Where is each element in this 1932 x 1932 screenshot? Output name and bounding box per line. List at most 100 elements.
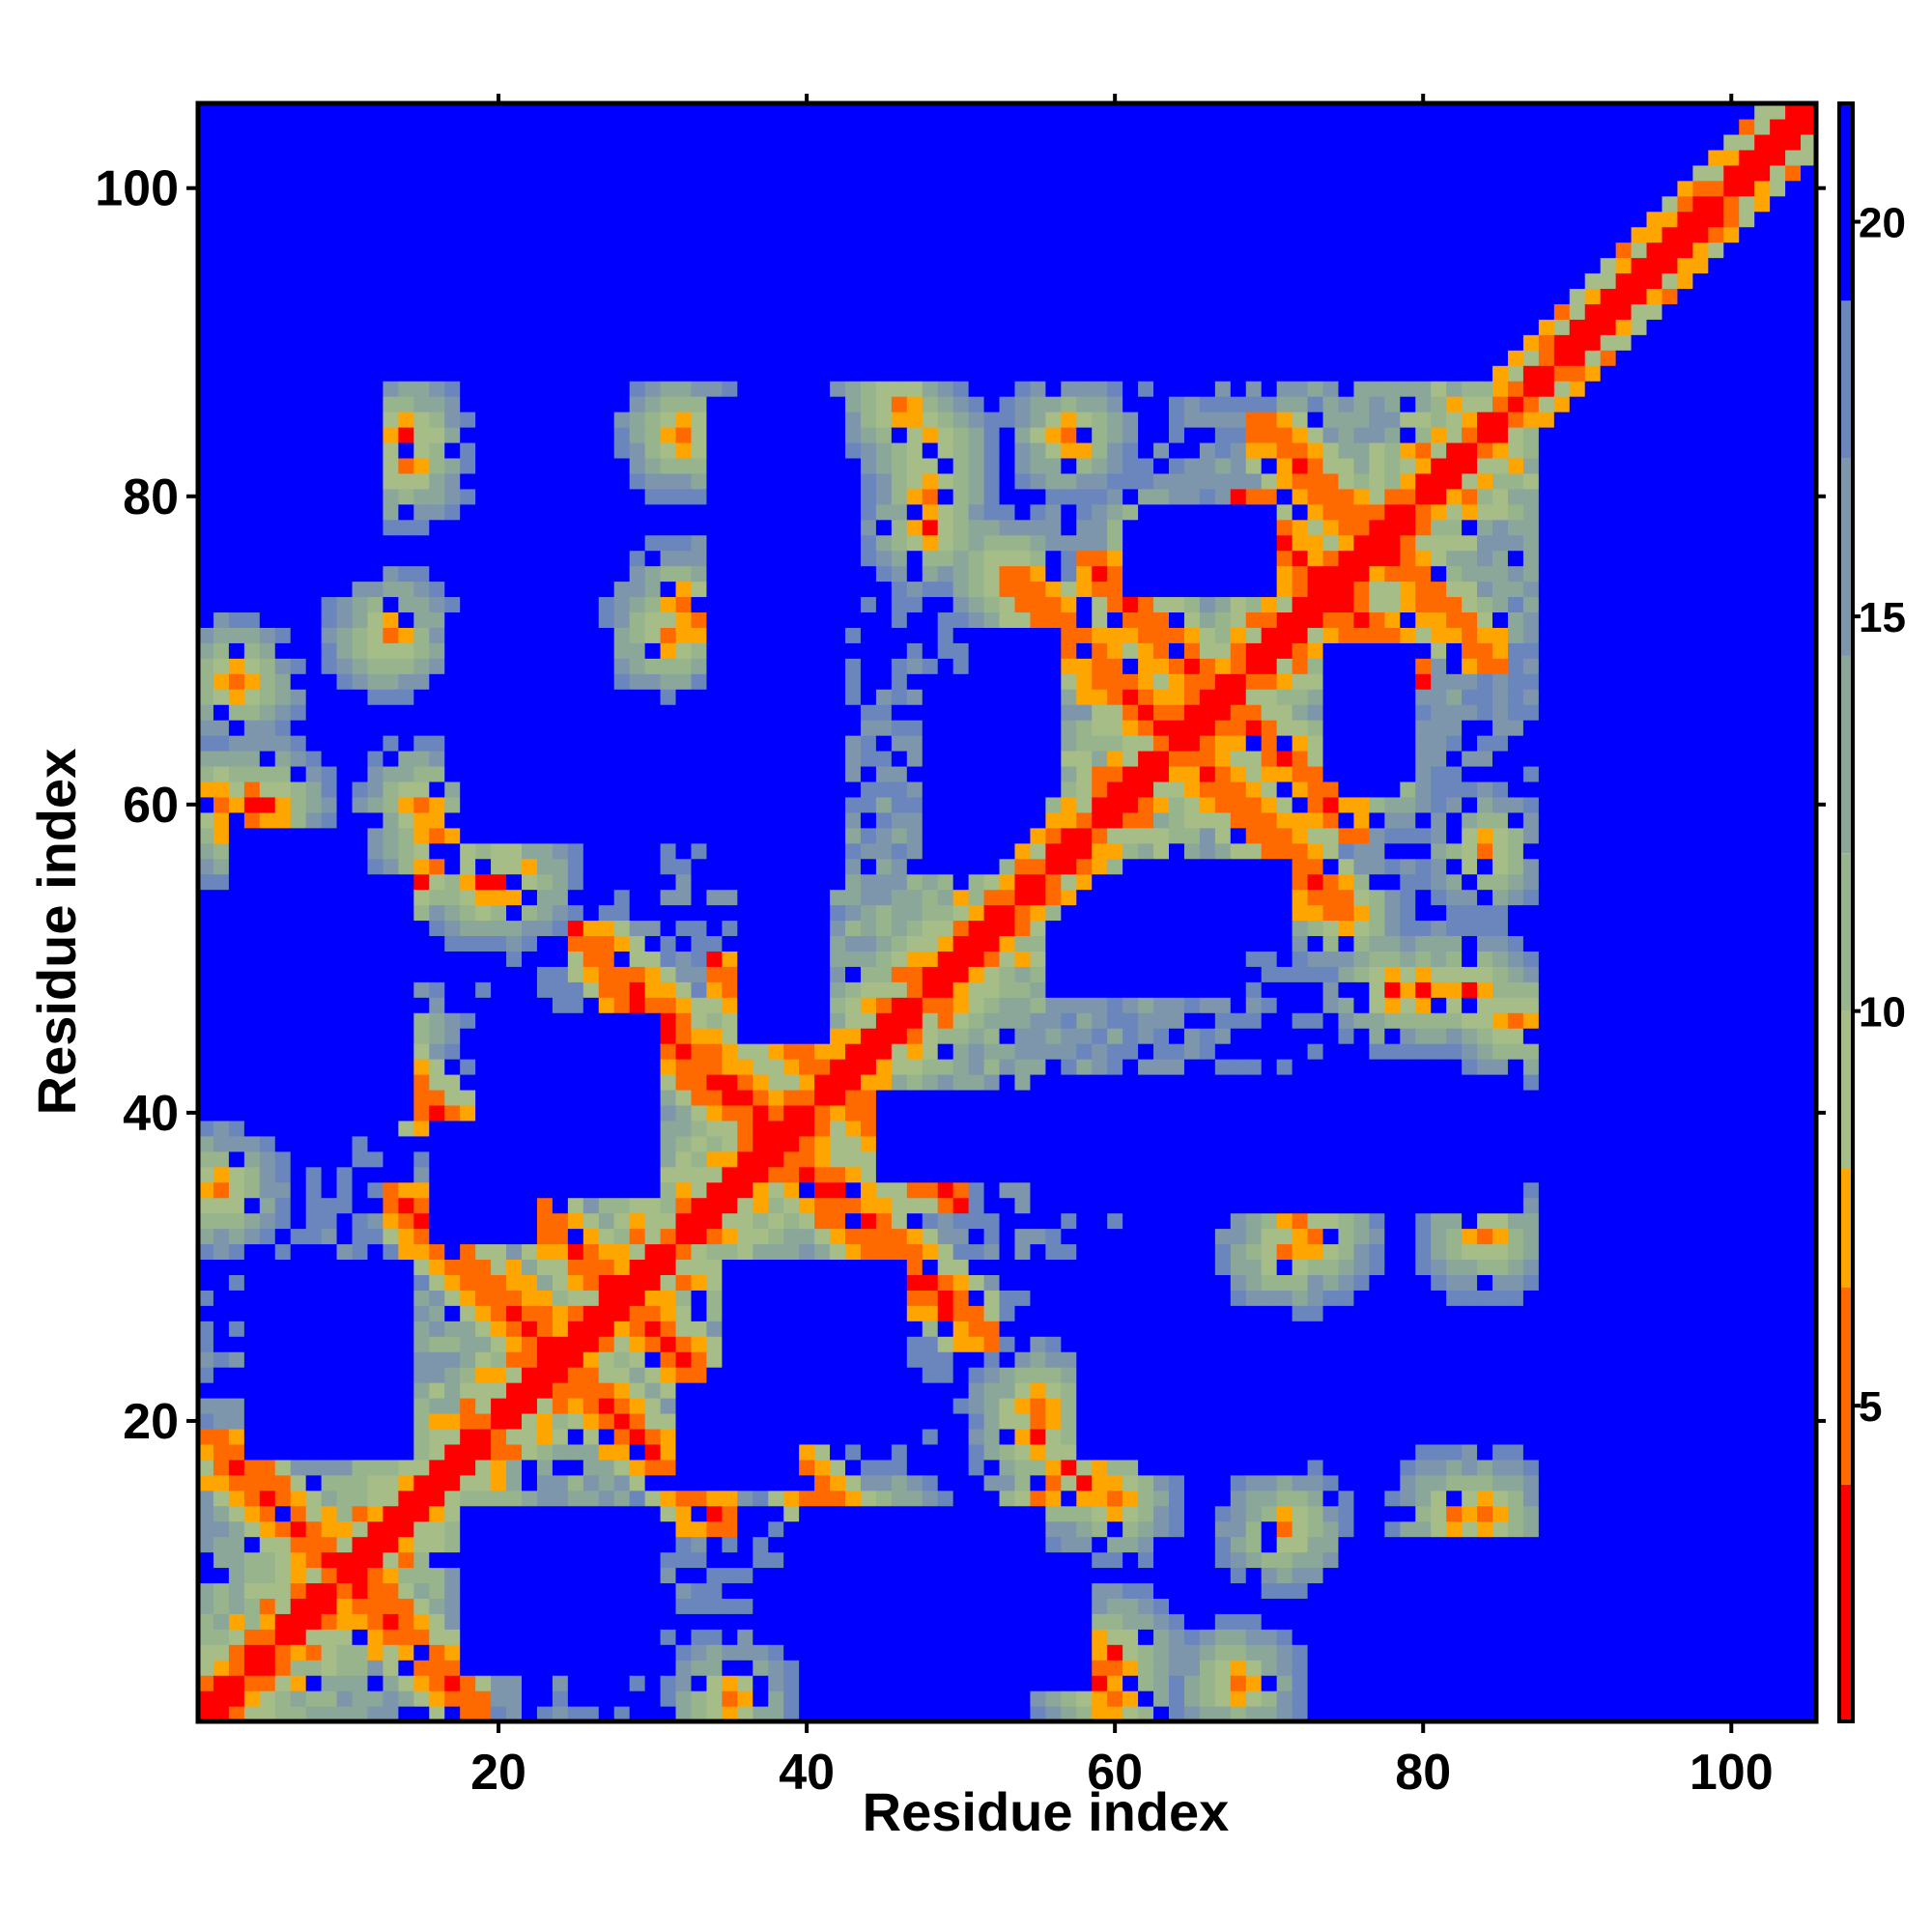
heatmap-cell xyxy=(906,1459,923,1476)
heatmap-cell xyxy=(475,751,492,767)
heatmap-cell xyxy=(783,1551,800,1569)
heatmap-cell xyxy=(290,796,307,813)
heatmap-cell xyxy=(274,1028,292,1044)
heatmap-cell xyxy=(753,1505,769,1522)
heatmap-cell xyxy=(768,1336,784,1352)
heatmap-cell xyxy=(598,904,615,922)
heatmap-cell xyxy=(198,180,214,197)
heatmap-cell xyxy=(582,1367,600,1383)
heatmap-cell xyxy=(737,472,753,490)
heatmap-cell xyxy=(444,1520,461,1538)
heatmap-cell xyxy=(290,997,307,1013)
heatmap-cell xyxy=(336,427,354,443)
heatmap-cell xyxy=(522,1181,538,1199)
heatmap-cell xyxy=(675,811,693,829)
heatmap-cell xyxy=(321,1598,338,1614)
heatmap-cell xyxy=(799,796,815,813)
heatmap-cell xyxy=(321,1290,338,1306)
heatmap-cell xyxy=(644,334,662,351)
heatmap-cell xyxy=(737,904,753,922)
heatmap-cell xyxy=(783,1321,800,1337)
heatmap-cell xyxy=(491,1012,507,1029)
heatmap-cell xyxy=(429,472,445,490)
heatmap-cell xyxy=(860,1351,877,1368)
heatmap-cell xyxy=(706,1059,723,1075)
heatmap-cell xyxy=(305,889,323,906)
heatmap-cell xyxy=(814,1104,831,1122)
heatmap-cell xyxy=(198,1197,214,1214)
heatmap-cell xyxy=(305,272,323,290)
heatmap-cell xyxy=(567,720,584,736)
heatmap-cell xyxy=(860,164,877,182)
heatmap-cell xyxy=(444,658,461,674)
heatmap-cell xyxy=(198,581,214,598)
heatmap-cell xyxy=(460,1197,476,1214)
heatmap-cell xyxy=(753,226,769,243)
heatmap-cell xyxy=(274,1120,292,1137)
heatmap-cell xyxy=(830,1012,846,1029)
heatmap-cell xyxy=(336,1305,354,1321)
heatmap-cell xyxy=(228,1474,245,1492)
heatmap-cell xyxy=(753,1074,769,1091)
heatmap-cell xyxy=(305,550,323,567)
heatmap-cell xyxy=(922,1274,939,1291)
heatmap-cell xyxy=(567,735,584,752)
heatmap-cell xyxy=(522,242,538,259)
heatmap-cell xyxy=(352,272,369,290)
heatmap-cell xyxy=(830,103,846,120)
heatmap-cell xyxy=(753,1166,769,1183)
heatmap-cell xyxy=(429,164,445,182)
heatmap-cell xyxy=(629,720,646,736)
heatmap-cell xyxy=(922,966,939,982)
heatmap-cell xyxy=(429,1459,445,1476)
heatmap-cell xyxy=(675,1197,693,1214)
heatmap-cell xyxy=(259,611,276,628)
heatmap-cell xyxy=(737,1490,753,1507)
heatmap-cell xyxy=(259,1351,276,1368)
heatmap-cell xyxy=(906,103,923,120)
heatmap-cell xyxy=(413,427,430,443)
heatmap-cell xyxy=(860,565,877,582)
heatmap-cell xyxy=(383,1012,399,1029)
heatmap-cell xyxy=(814,226,831,243)
heatmap-cell xyxy=(582,1706,600,1722)
heatmap-cell xyxy=(644,1505,662,1522)
heatmap-cell xyxy=(475,981,492,998)
heatmap-cell xyxy=(737,1536,753,1553)
heatmap-cell xyxy=(613,1582,631,1599)
heatmap-cell xyxy=(522,1197,538,1214)
heatmap-cell xyxy=(768,966,784,982)
heatmap-cell xyxy=(814,103,831,120)
heatmap-cell xyxy=(598,1089,615,1106)
heatmap-cell xyxy=(444,611,461,628)
heatmap-cell xyxy=(429,1043,445,1060)
heatmap-cell xyxy=(198,1351,214,1368)
heatmap-cell xyxy=(398,1089,414,1106)
heatmap-cell xyxy=(845,381,862,397)
heatmap-cell xyxy=(274,858,292,875)
heatmap-cell xyxy=(675,673,693,690)
heatmap-cell xyxy=(475,951,492,967)
heatmap-cell xyxy=(582,1351,600,1368)
heatmap-cell xyxy=(491,858,507,875)
heatmap-cell xyxy=(336,1598,354,1614)
heatmap-cell xyxy=(290,1197,307,1214)
heatmap-cell xyxy=(491,1398,507,1414)
heatmap-cell xyxy=(475,781,492,798)
heatmap-cell xyxy=(691,303,708,320)
heatmap-cell xyxy=(567,1274,584,1291)
heatmap-cell xyxy=(274,1536,292,1553)
heatmap-cell xyxy=(352,1135,369,1152)
heatmap-cell xyxy=(906,889,923,906)
heatmap-cell xyxy=(644,441,662,459)
heatmap-cell xyxy=(305,1212,323,1230)
heatmap-cell xyxy=(198,1675,214,1691)
heatmap-cell xyxy=(722,1382,738,1399)
heatmap-cell xyxy=(506,935,523,952)
heatmap-cell xyxy=(891,981,908,998)
heatmap-cell xyxy=(567,873,584,891)
heatmap-cell xyxy=(582,873,600,891)
heatmap-cell xyxy=(321,1197,338,1214)
heatmap-cell xyxy=(860,966,877,982)
heatmap-cell xyxy=(383,457,399,474)
